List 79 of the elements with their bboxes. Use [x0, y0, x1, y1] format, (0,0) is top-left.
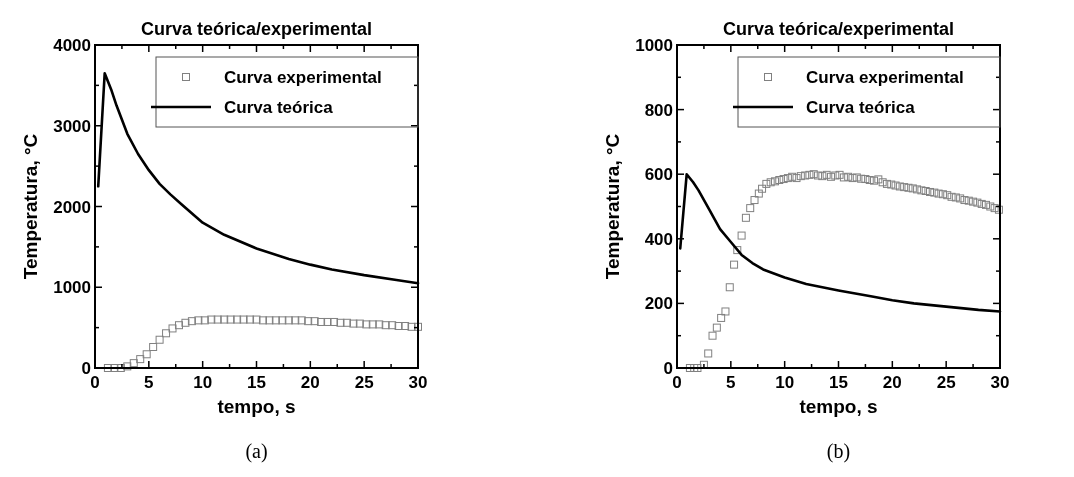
x-tick-label: 20 — [882, 373, 902, 392]
y-tick-label: 400 — [644, 229, 673, 249]
point — [187, 317, 196, 326]
x-tick-label: 10 — [193, 373, 213, 392]
point — [271, 316, 280, 325]
point — [349, 319, 358, 328]
y-axis-title: Temperatura, °C — [602, 133, 623, 280]
text: (a) — [245, 440, 268, 463]
point — [381, 321, 390, 330]
point — [388, 321, 397, 330]
y-tick-label: 200 — [644, 294, 673, 314]
y-tick-label: 600 — [644, 165, 673, 185]
point — [317, 317, 326, 326]
point — [284, 316, 293, 325]
point — [252, 315, 261, 324]
point — [297, 316, 306, 325]
y-axis-title: Temperatura, °C — [20, 133, 41, 280]
y-tick-label: 1000 — [635, 36, 673, 55]
point — [162, 329, 171, 338]
point — [149, 343, 158, 352]
x-tick-label: 20 — [300, 373, 320, 392]
y-tick-label: 0 — [663, 359, 673, 378]
chart-title: Curva teórica/experimental — [722, 19, 955, 39]
x-tick-label: 25 — [936, 373, 956, 392]
point — [246, 315, 255, 324]
point — [304, 317, 313, 326]
x-tick-label: 15 — [247, 373, 266, 392]
point — [407, 322, 416, 331]
legend-label: Curva experimental — [806, 68, 964, 87]
point — [207, 315, 216, 324]
x-tick-label: 5 — [144, 373, 154, 392]
point — [136, 355, 145, 364]
point — [239, 315, 248, 324]
point — [394, 322, 403, 331]
point — [123, 362, 132, 371]
x-tick-label: 30 — [990, 373, 1010, 392]
point — [355, 319, 364, 328]
point — [291, 316, 300, 325]
text: (b) — [826, 440, 851, 463]
x-tick-label: 25 — [354, 373, 374, 392]
y-tick-label: 1000 — [53, 278, 91, 298]
y-tick-label: 4000 — [53, 36, 91, 55]
legend-label: Curva experimental — [224, 68, 382, 87]
x-tick-label: 30 — [408, 373, 428, 392]
point — [226, 315, 235, 324]
legend-label: Curva teórica — [806, 98, 916, 117]
point — [401, 322, 410, 331]
point — [181, 318, 190, 327]
point — [168, 324, 177, 333]
point — [265, 316, 274, 325]
legend-label: Curva teórica — [224, 98, 334, 117]
point — [414, 322, 422, 331]
point — [174, 321, 183, 330]
point — [200, 316, 209, 325]
point — [362, 320, 371, 329]
point — [368, 320, 377, 329]
point — [129, 359, 138, 368]
point — [220, 315, 229, 324]
x-axis-title: tempo, s — [799, 396, 878, 417]
point — [142, 350, 151, 359]
point — [342, 318, 351, 327]
point — [278, 316, 287, 325]
point — [233, 315, 242, 324]
y-tick-label: 0 — [81, 359, 91, 378]
point — [258, 316, 267, 325]
chart-title: Curva teórica/experimental — [140, 19, 373, 39]
x-axis-title: tempo, s — [217, 396, 296, 417]
point — [336, 318, 345, 327]
y-tick-label: 3000 — [53, 116, 91, 136]
x-tick-label: 5 — [726, 373, 736, 392]
point — [155, 335, 164, 344]
point — [213, 315, 222, 324]
point — [310, 317, 319, 326]
x-tick-label: 10 — [775, 373, 795, 392]
point — [375, 320, 384, 329]
point — [194, 316, 203, 325]
y-tick-label: 2000 — [53, 197, 91, 217]
y-tick-label: 800 — [644, 100, 673, 120]
x-tick-label: 15 — [829, 373, 848, 392]
